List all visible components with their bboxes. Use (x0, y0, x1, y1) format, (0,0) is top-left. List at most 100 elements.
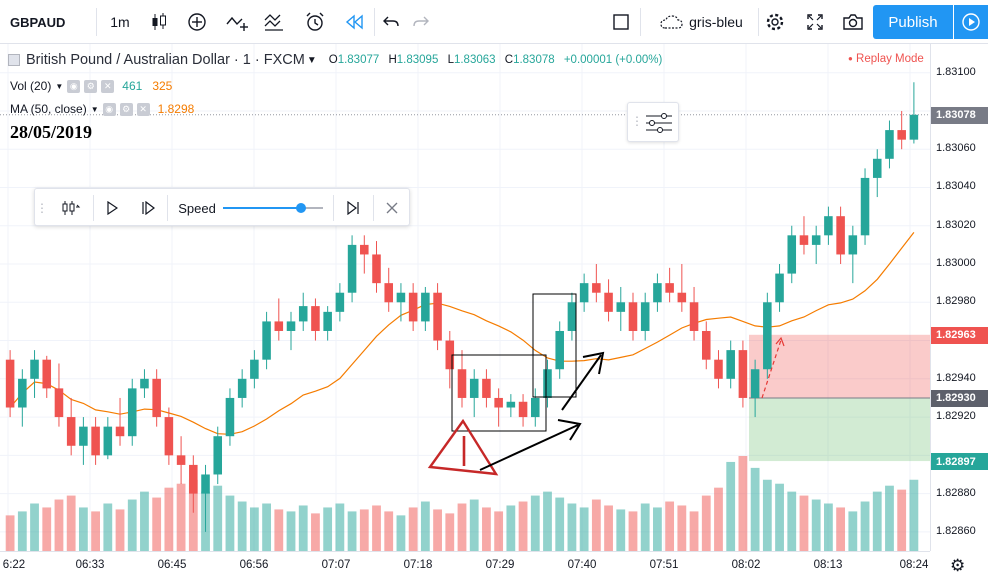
drag-handle[interactable]: ⋮ (631, 114, 643, 128)
candle[interactable] (543, 359, 552, 408)
speed-slider-track[interactable] (221, 202, 325, 214)
candle[interactable] (714, 350, 723, 389)
symbol-search[interactable]: GBPAUD (10, 14, 66, 30)
replay-button[interactable] (338, 0, 372, 44)
candle[interactable] (79, 417, 88, 465)
candle[interactable] (872, 149, 882, 198)
candle[interactable] (848, 225, 858, 284)
candle[interactable] (799, 216, 809, 255)
candle[interactable] (445, 330, 455, 389)
chevron-down-icon[interactable]: ▼ (55, 81, 64, 91)
candle[interactable] (201, 464, 210, 532)
arrow-line[interactable] (561, 354, 602, 411)
candle[interactable] (665, 267, 674, 303)
compare-button[interactable] (220, 0, 254, 44)
candle[interactable] (579, 273, 589, 312)
select-layout-button[interactable] (606, 0, 636, 44)
eye-icon[interactable]: ◉ (67, 79, 81, 93)
candle[interactable] (384, 267, 393, 312)
candle[interactable] (274, 298, 284, 341)
candle[interactable] (677, 264, 687, 312)
candle[interactable] (372, 241, 381, 293)
publish-button[interactable]: Publish (873, 5, 953, 39)
candle[interactable] (555, 321, 564, 379)
candle[interactable] (750, 359, 760, 418)
candle[interactable] (30, 350, 39, 398)
candle[interactable] (18, 369, 27, 427)
consolidation-box[interactable] (451, 354, 547, 432)
candle[interactable] (592, 264, 601, 303)
candle[interactable] (286, 311, 296, 351)
candle[interactable] (494, 388, 503, 427)
select-bar-button[interactable] (51, 189, 91, 227)
candle[interactable] (897, 110, 906, 150)
chevron-down-icon[interactable]: ▼ (90, 104, 99, 114)
redo-button[interactable] (406, 0, 436, 44)
candle[interactable] (115, 397, 125, 446)
breakout-box[interactable] (532, 293, 577, 398)
candle[interactable] (262, 311, 271, 370)
candle[interactable] (408, 283, 418, 331)
candle[interactable] (54, 363, 64, 427)
candle[interactable] (640, 292, 650, 341)
collapse-icon[interactable] (8, 54, 20, 66)
gear-icon[interactable]: ⚙ (84, 79, 98, 93)
candle[interactable] (836, 206, 845, 265)
candle[interactable] (140, 369, 149, 398)
play-replay-button[interactable] (95, 189, 129, 227)
templates-button[interactable] (258, 0, 292, 44)
candle[interactable] (347, 235, 357, 303)
candle[interactable] (237, 369, 247, 408)
arrow-line[interactable] (479, 424, 579, 471)
candle[interactable] (763, 292, 772, 379)
volume-indicator-legend[interactable]: Vol (20) ▼ ◉ ⚙ ✕ 461 325 (10, 79, 172, 93)
candle[interactable] (616, 286, 626, 331)
candle[interactable] (103, 417, 113, 460)
close-icon[interactable]: ✕ (101, 79, 115, 93)
ma-indicator-legend[interactable]: MA (50, close) ▼ ◉ ⚙ ✕ 1.8298 (10, 102, 194, 116)
candle[interactable] (775, 264, 784, 312)
candle[interactable] (506, 394, 516, 418)
candle[interactable] (433, 283, 442, 351)
price-chart[interactable] (0, 44, 988, 581)
series-legend[interactable]: British Pound / Australian Dollar · 1 · … (8, 52, 662, 68)
candle[interactable] (360, 235, 369, 274)
candle[interactable] (738, 340, 748, 408)
undo-button[interactable] (376, 0, 406, 44)
close-icon[interactable]: ✕ (136, 102, 150, 116)
stop-loss-zone[interactable] (749, 334, 930, 398)
candle[interactable] (518, 394, 528, 427)
eye-icon[interactable]: ◉ (102, 102, 116, 116)
indicators-button[interactable] (180, 0, 214, 44)
candle[interactable] (885, 120, 894, 169)
fullscreen-button[interactable] (798, 0, 832, 44)
candle[interactable] (335, 283, 345, 322)
alert-button[interactable] (298, 0, 332, 44)
candle[interactable] (189, 455, 198, 513)
candle[interactable] (127, 378, 137, 446)
candle[interactable] (311, 298, 320, 341)
candle[interactable] (176, 436, 186, 485)
candle[interactable] (66, 397, 76, 456)
snapshot-button[interactable] (836, 0, 870, 44)
candle[interactable] (396, 283, 406, 322)
candle[interactable] (225, 388, 235, 446)
close-replay-button[interactable] (375, 189, 409, 227)
candle[interactable] (531, 388, 540, 427)
candle[interactable] (457, 350, 467, 408)
candle[interactable] (860, 168, 870, 245)
candle[interactable] (604, 279, 613, 322)
chart-settings-gear-icon[interactable]: ⚙ (950, 556, 966, 575)
chevron-down-icon[interactable]: ▼ (306, 54, 317, 66)
candle[interactable] (469, 369, 479, 418)
candle[interactable] (689, 286, 699, 341)
gear-icon[interactable]: ⚙ (119, 102, 133, 116)
time-axis[interactable] (0, 551, 930, 581)
candle[interactable] (628, 292, 638, 341)
bar-style-button[interactable] (142, 0, 176, 44)
play-button[interactable] (954, 5, 988, 39)
take-profit-zone[interactable] (749, 397, 930, 462)
candle[interactable] (42, 355, 52, 398)
speed-slider[interactable] (221, 189, 325, 227)
candle[interactable] (787, 225, 797, 284)
